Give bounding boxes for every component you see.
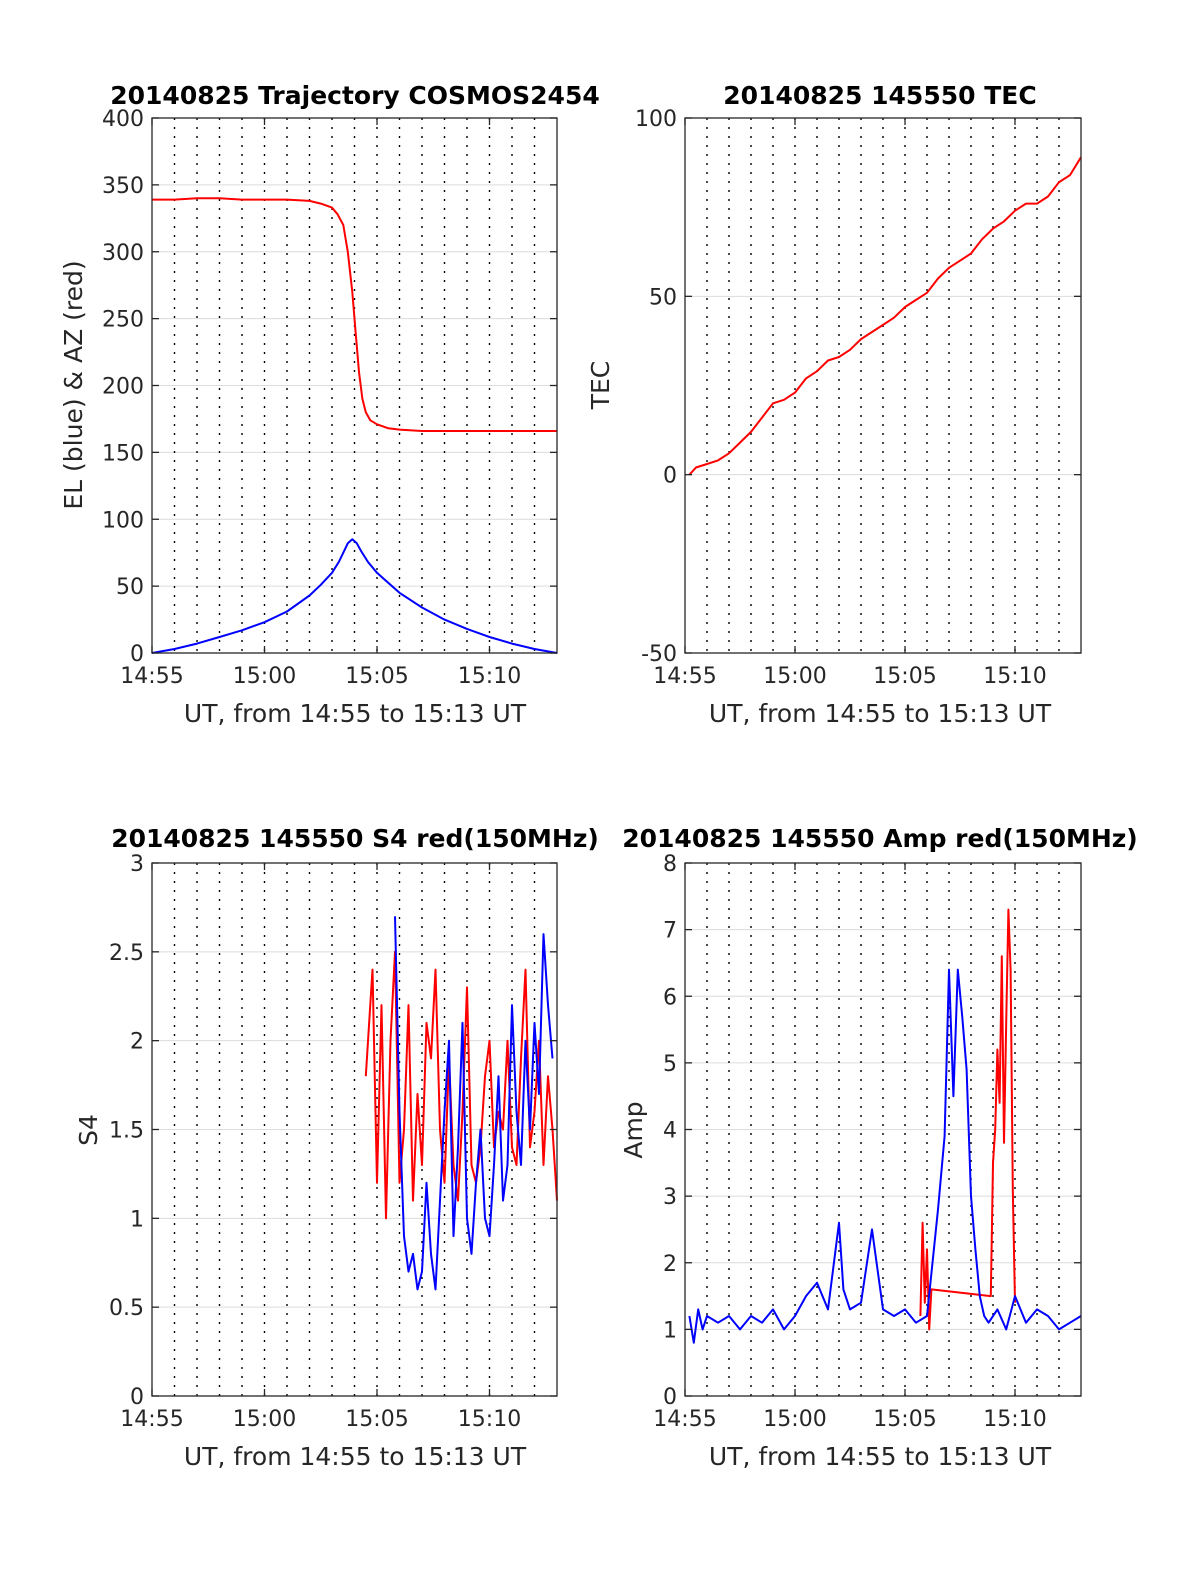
amp-xlabel: UT, from 14:55 to 15:13 UT	[709, 1442, 1052, 1471]
s4-series-0	[364, 950, 558, 1220]
s4-xtick-label-0: 14:55	[120, 1407, 183, 1432]
s4-ytick-label-4: 2	[130, 1030, 144, 1055]
trajectory-ytick-label-5: 250	[102, 308, 144, 333]
tec-xtick-label-1: 15:00	[763, 664, 826, 689]
amp-xtick-label-0: 14:55	[653, 1407, 716, 1432]
amp-xtick-label-1: 15:00	[763, 1407, 826, 1432]
amp-xtick-label-2: 15:05	[873, 1407, 936, 1432]
s4-series-1	[394, 916, 554, 1291]
amp-ytick-label-7: 7	[663, 919, 677, 944]
tec-ylabel: TEC	[586, 361, 615, 411]
trajectory-ytick-label-8: 400	[102, 107, 144, 132]
s4-ytick-label-1: 0.5	[109, 1296, 144, 1321]
tec-ytick-label-1: 0	[663, 464, 677, 489]
tec-xtick-label-2: 15:05	[873, 664, 936, 689]
amp-plot-area	[685, 863, 1081, 1396]
trajectory-series-1	[151, 538, 558, 654]
trajectory-ytick-label-7: 350	[102, 174, 144, 199]
tec-title: 20140825 145550 TEC	[723, 81, 1036, 110]
s4-xlabel: UT, from 14:55 to 15:13 UT	[184, 1442, 527, 1471]
tec-xlabel: UT, from 14:55 to 15:13 UT	[709, 699, 1052, 728]
tec-axes-box	[684, 117, 1082, 654]
s4-ytick-label-6: 3	[130, 852, 144, 877]
s4-ytick-label-5: 2.5	[109, 941, 144, 966]
amp-ytick-label-1: 1	[663, 1318, 677, 1343]
amp-ytick-label-2: 2	[663, 1252, 677, 1277]
amp-ytick-label-4: 4	[663, 1119, 677, 1144]
trajectory-ytick-label-6: 300	[102, 241, 144, 266]
trajectory-xtick-label-0: 14:55	[120, 664, 183, 689]
s4-ytick-label-2: 1	[130, 1207, 144, 1232]
trajectory-ytick-label-3: 150	[102, 441, 144, 466]
trajectory-xlabel: UT, from 14:55 to 15:13 UT	[184, 699, 527, 728]
amp-ylabel: Amp	[619, 1101, 648, 1158]
amp-ytick-label-6: 6	[663, 985, 677, 1010]
trajectory-xtick-label-1: 15:00	[233, 664, 296, 689]
trajectory-ylabel: EL (blue) & AZ (red)	[59, 260, 88, 509]
amp-title: 20140825 145550 Amp red(150MHz)	[622, 824, 1138, 853]
s4-ytick-label-0: 0	[130, 1385, 144, 1410]
amp-series-0	[919, 908, 1016, 1331]
s4-xtick-label-3: 15:10	[458, 1407, 521, 1432]
tec-ytick-label-0: -50	[641, 642, 677, 667]
s4-title: 20140825 145550 S4 red(150MHz)	[111, 824, 599, 853]
trajectory-ytick-label-2: 100	[102, 508, 144, 533]
trajectory-xtick-label-2: 15:05	[345, 664, 408, 689]
tec-ytick-label-2: 50	[649, 285, 677, 310]
amp-ytick-label-5: 5	[663, 1052, 677, 1077]
s4-panel: 20140825 145550 S4 red(150MHz) UT, from …	[74, 824, 599, 1471]
tec-xtick-label-0: 14:55	[653, 664, 716, 689]
tec-ytick-label-3: 100	[635, 107, 677, 132]
amp-xtick-label-3: 15:10	[983, 1407, 1046, 1432]
amp-series-1	[688, 968, 1082, 1344]
trajectory-ytick-label-0: 0	[130, 642, 144, 667]
trajectory-xtick-label-3: 15:10	[458, 664, 521, 689]
amp-ytick-label-3: 3	[663, 1185, 677, 1210]
s4-ylabel: S4	[74, 1114, 103, 1146]
tec-plot-area	[685, 118, 1081, 653]
trajectory-panel: 20140825 Trajectory COSMOS2454 UT, from …	[59, 81, 600, 728]
s4-xtick-label-2: 15:05	[345, 1407, 408, 1432]
s4-ytick-label-3: 1.5	[109, 1119, 144, 1144]
trajectory-ytick-label-4: 200	[102, 375, 144, 400]
trajectory-title: 20140825 Trajectory COSMOS2454	[110, 81, 600, 110]
amp-ytick-label-8: 8	[663, 852, 677, 877]
tec-xtick-label-3: 15:10	[983, 664, 1046, 689]
tec-series-0	[688, 156, 1082, 476]
amp-panel: 20140825 145550 Amp red(150MHz) UT, from…	[619, 824, 1138, 1471]
trajectory-series-0	[152, 197, 557, 432]
tec-panel: 20140825 145550 TEC UT, from 14:55 to 15…	[586, 81, 1082, 728]
amp-ytick-label-0: 0	[663, 1385, 677, 1410]
s4-xtick-label-1: 15:00	[233, 1407, 296, 1432]
trajectory-ytick-label-1: 50	[116, 575, 144, 600]
s4-plot-area	[152, 863, 557, 1396]
